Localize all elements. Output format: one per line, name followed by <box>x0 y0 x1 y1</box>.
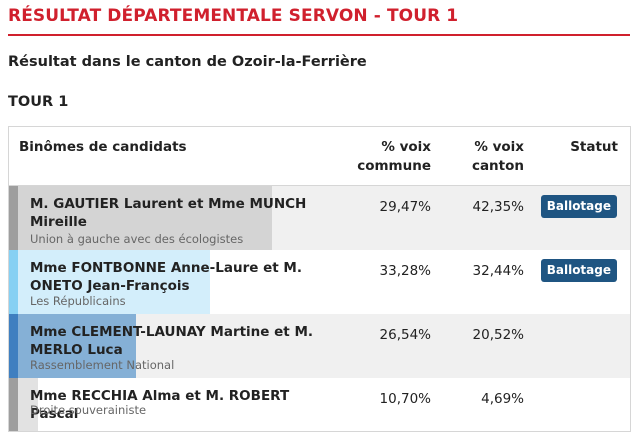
table-row: Mme CLEMENT-LAUNAY Martine et M. MERLO L… <box>9 314 630 378</box>
page-title: RÉSULTAT DÉPARTEMENTALE SERVON - TOUR 1 <box>8 6 459 26</box>
vote-share-bar <box>9 314 137 378</box>
table-body: M. GAUTIER Laurent et Mme MUNCH Mireille… <box>9 186 630 431</box>
bar-edge-accent <box>9 378 18 431</box>
commune-percent: 10,70% <box>379 391 431 407</box>
section-subtitle: Résultat dans le canton de Ozoir-la-Ferr… <box>8 54 367 70</box>
commune-percent: 26,54% <box>379 327 431 343</box>
status-badge: Ballotage <box>540 195 617 218</box>
canton-percent: 32,44% <box>472 263 524 279</box>
tour-heading: TOUR 1 <box>8 94 69 110</box>
table-row: M. GAUTIER Laurent et Mme MUNCH Mireille… <box>9 186 630 250</box>
header-commune-percent: % voix commune <box>331 138 431 176</box>
candidate-party: Droite souverainiste <box>30 403 147 417</box>
commune-percent: 29,47% <box>379 199 431 215</box>
canton-percent: 4,69% <box>481 391 524 407</box>
candidate-names: Mme CLEMENT-LAUNAY Martine et M. MERLO L… <box>30 324 314 358</box>
canton-percent: 20,52% <box>472 327 524 343</box>
table-header: Binômes de candidats % voix commune % vo… <box>9 127 630 186</box>
results-table: Binômes de candidats % voix commune % vo… <box>8 126 631 432</box>
canton-percent: 42,35% <box>472 199 524 215</box>
header-status: Statut <box>570 139 618 155</box>
bar-edge-accent <box>9 186 18 250</box>
table-row: Mme RECCHIA Alma et M. ROBERT Pascal Dro… <box>9 378 630 431</box>
candidate-party: Les Républicains <box>30 294 126 308</box>
header-candidates: Binômes de candidats <box>19 139 187 155</box>
status-badge: Ballotage <box>540 259 617 282</box>
header-canton-label: % voix canton <box>471 139 524 174</box>
header-canton-percent: % voix canton <box>434 138 524 176</box>
vote-share-bar <box>9 186 272 250</box>
header-commune-label: % voix commune <box>357 139 431 174</box>
candidate-names: M. GAUTIER Laurent et Mme MUNCH Mireille <box>30 196 307 230</box>
bar-edge-accent <box>9 314 18 378</box>
commune-percent: 33,28% <box>379 263 431 279</box>
candidate-names: Mme RECCHIA Alma et M. ROBERT Pascal <box>30 388 290 422</box>
candidate-party: Rassemblement National <box>30 358 175 372</box>
vote-share-bar <box>9 250 211 314</box>
title-divider <box>8 34 630 36</box>
candidate-party: Union à gauche avec des écologistes <box>30 232 244 246</box>
bar-edge-accent <box>9 250 18 314</box>
candidate-names: Mme FONTBONNE Anne-Laure et M. ONETO Jea… <box>30 260 302 294</box>
table-row: Mme FONTBONNE Anne-Laure et M. ONETO Jea… <box>9 250 630 314</box>
